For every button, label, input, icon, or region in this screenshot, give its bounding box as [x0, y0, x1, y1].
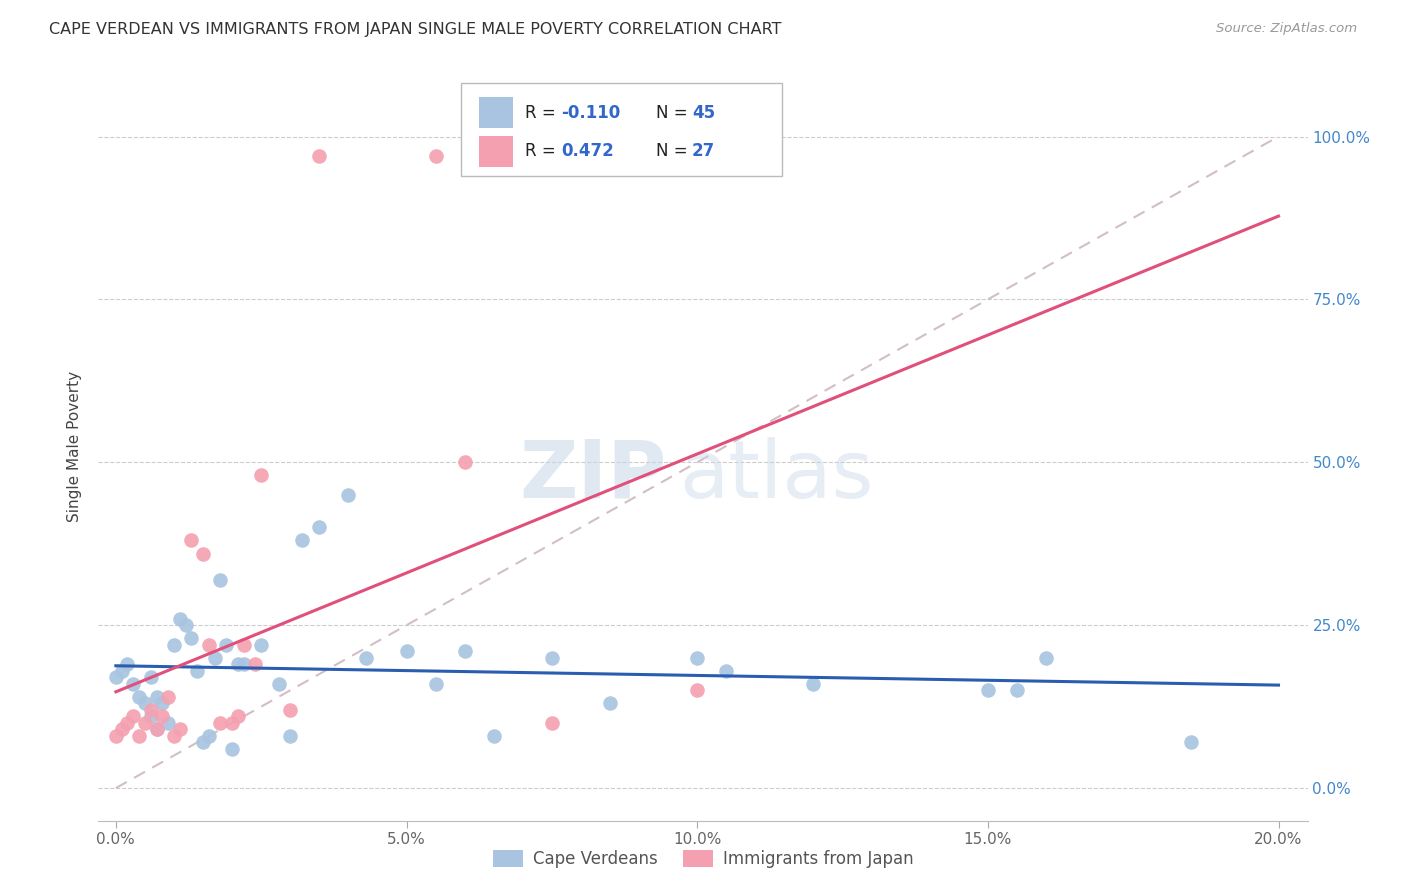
- Point: [157, 690, 180, 704]
- Text: N =: N =: [655, 103, 693, 121]
- Legend: Cape Verdeans, Immigrants from Japan: Cape Verdeans, Immigrants from Japan: [486, 843, 920, 875]
- Point: [250, 468, 273, 483]
- Text: 27: 27: [692, 143, 716, 161]
- Point: [803, 677, 825, 691]
- Point: [104, 670, 127, 684]
- Point: [122, 709, 145, 723]
- Point: [267, 677, 290, 691]
- Point: [232, 638, 254, 652]
- FancyBboxPatch shape: [479, 136, 513, 167]
- Point: [540, 715, 562, 730]
- Point: [180, 631, 202, 645]
- Point: [245, 657, 267, 672]
- Point: [425, 149, 447, 163]
- Point: [209, 573, 232, 587]
- Point: [134, 697, 156, 711]
- Text: -0.110: -0.110: [561, 103, 621, 121]
- Text: CAPE VERDEAN VS IMMIGRANTS FROM JAPAN SINGLE MALE POVERTY CORRELATION CHART: CAPE VERDEAN VS IMMIGRANTS FROM JAPAN SI…: [49, 22, 782, 37]
- Point: [134, 715, 156, 730]
- Point: [204, 650, 226, 665]
- Point: [977, 683, 1000, 698]
- FancyBboxPatch shape: [461, 83, 782, 177]
- Point: [221, 715, 243, 730]
- Point: [117, 715, 139, 730]
- Point: [278, 703, 301, 717]
- FancyBboxPatch shape: [479, 97, 513, 128]
- Point: [157, 715, 180, 730]
- Y-axis label: Single Male Poverty: Single Male Poverty: [67, 370, 83, 522]
- Point: [104, 729, 127, 743]
- Point: [150, 709, 173, 723]
- Point: [198, 638, 221, 652]
- Text: atlas: atlas: [679, 437, 873, 515]
- Point: [174, 618, 197, 632]
- Point: [139, 670, 162, 684]
- Point: [540, 650, 562, 665]
- Point: [128, 729, 150, 743]
- Point: [215, 638, 238, 652]
- Point: [716, 664, 738, 678]
- Point: [163, 638, 186, 652]
- Text: R =: R =: [526, 103, 561, 121]
- Point: [221, 742, 243, 756]
- Point: [169, 612, 191, 626]
- Text: 45: 45: [692, 103, 716, 121]
- Point: [250, 638, 273, 652]
- Text: N =: N =: [655, 143, 693, 161]
- Point: [198, 729, 221, 743]
- Point: [111, 664, 134, 678]
- Point: [453, 644, 475, 658]
- Point: [291, 533, 314, 548]
- Point: [1180, 735, 1202, 749]
- Point: [163, 729, 186, 743]
- Point: [1005, 683, 1028, 698]
- Point: [128, 690, 150, 704]
- Point: [354, 650, 377, 665]
- Point: [453, 455, 475, 469]
- Point: [425, 677, 447, 691]
- Point: [111, 723, 134, 737]
- Point: [337, 488, 360, 502]
- Point: [686, 683, 709, 698]
- Point: [191, 735, 214, 749]
- Point: [180, 533, 202, 548]
- Point: [122, 677, 145, 691]
- Point: [139, 703, 162, 717]
- Point: [308, 149, 330, 163]
- Point: [150, 697, 173, 711]
- Point: [686, 650, 709, 665]
- Point: [145, 690, 167, 704]
- Point: [482, 729, 505, 743]
- Point: [145, 723, 167, 737]
- Point: [186, 664, 208, 678]
- Point: [117, 657, 139, 672]
- Text: Source: ZipAtlas.com: Source: ZipAtlas.com: [1216, 22, 1357, 36]
- Text: 0.472: 0.472: [561, 143, 614, 161]
- Point: [1035, 650, 1057, 665]
- Point: [278, 729, 301, 743]
- Point: [308, 520, 330, 534]
- Point: [232, 657, 254, 672]
- Text: R =: R =: [526, 143, 561, 161]
- Point: [599, 697, 621, 711]
- Point: [226, 709, 249, 723]
- Point: [139, 709, 162, 723]
- Text: ZIP: ZIP: [519, 437, 666, 515]
- Point: [226, 657, 249, 672]
- Point: [209, 715, 232, 730]
- Point: [169, 723, 191, 737]
- Point: [395, 644, 418, 658]
- Point: [191, 547, 214, 561]
- Point: [145, 723, 167, 737]
